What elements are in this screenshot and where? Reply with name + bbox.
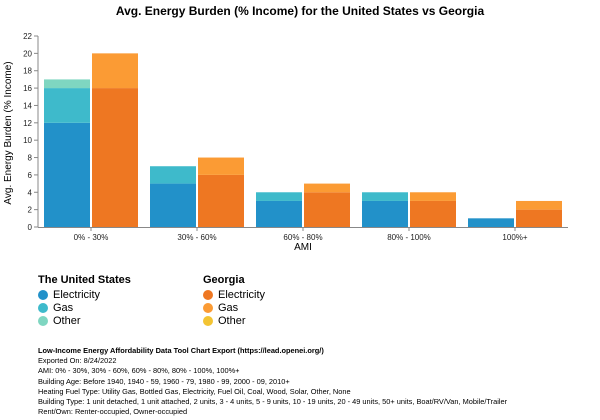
metadata-heating-fuel: Heating Fuel Type: Utility Gas, Bottled …: [38, 386, 351, 396]
bar-ga-electricity: Georgia Electricity 100%+: 2: [516, 209, 562, 227]
bar-us-electricity: The United States Electricity 30% - 60%:…: [150, 183, 196, 227]
bar-ga-electricity: Georgia Electricity 0% - 30%: 16: [92, 88, 138, 227]
legend-dot-icon: [203, 315, 213, 326]
metadata-building-type: Building Type: 1 unit detached, 1 unit a…: [38, 397, 508, 407]
legend-label: Electricity: [218, 288, 266, 301]
y-tick-label: 14: [23, 101, 32, 110]
bar-us-electricity: The United States Electricity 80% - 100%…: [362, 200, 408, 227]
export-metadata: Low-Income Energy Affordability Data Too…: [38, 346, 507, 417]
bar-us-gas: The United States Gas 80% - 100%: 1: [362, 192, 408, 201]
x-tick-label: 60% - 80%: [283, 233, 322, 242]
metadata-title: Low-Income Energy Affordability Data Too…: [38, 346, 324, 355]
legend-ga-title: Georgia: [203, 274, 245, 286]
legend-label: Other: [53, 314, 81, 327]
legend-label: Other: [218, 314, 246, 327]
legend-dot-icon: [38, 289, 48, 300]
energy-burden-chart: Avg. Energy Burden (% Income) for the Un…: [3, 4, 568, 253]
bar-ga-gas: Georgia Gas 100%+: 1: [516, 200, 562, 210]
legend-us: The United States Electricity Gas Other: [38, 274, 131, 327]
legend-us-other[interactable]: Other: [38, 314, 131, 327]
y-tick-label: 0: [28, 223, 33, 232]
y-tick-label: 8: [28, 154, 33, 163]
legend-dot-icon: [203, 302, 213, 313]
bar-us-gas: The United States Gas 60% - 80%: 1: [256, 192, 302, 201]
legend-label: Gas: [218, 301, 239, 314]
x-axis: 0% - 30% 30% - 60% 60% - 80% 80% - 100% 100%…: [38, 227, 568, 242]
y-tick-label: 20: [23, 49, 32, 58]
y-tick-label: 12: [23, 119, 32, 128]
legend-us-title: The United States: [38, 274, 131, 286]
metadata-exported-on: Exported On: 8/24/2022: [38, 356, 117, 366]
bar-us-other: The United States Other 0% - 30%: 1: [44, 79, 90, 89]
y-tick-label: 18: [23, 67, 32, 76]
bar-us-gas: The United States Gas 0% - 30%: 4: [44, 88, 90, 123]
bar-ga-electricity: Georgia Electricity 80% - 100%: 3: [410, 200, 456, 227]
x-tick-label: 100%+: [502, 233, 527, 242]
y-tick-label: 16: [23, 84, 32, 93]
bar-ga-gas: Georgia Gas 60% - 80%: 1: [304, 183, 350, 193]
legend-us-gas[interactable]: Gas: [38, 301, 131, 314]
x-tick-label: 30% - 60%: [177, 233, 216, 242]
x-tick-label: 0% - 30%: [74, 233, 109, 242]
bar-ga-electricity: Georgia Electricity 60% - 80%: 4: [304, 192, 350, 227]
legend-dot-icon: [203, 289, 213, 300]
bar-us-electricity: The United States Electricity 0% - 30%: …: [44, 122, 90, 227]
bar-ga-gas: Georgia Gas 80% - 100%: 1: [410, 192, 456, 201]
y-tick-label: 4: [28, 188, 33, 197]
legend-ga-gas[interactable]: Gas: [203, 301, 265, 314]
bars: The United States Electricity 0% - 30%: …: [44, 53, 562, 227]
metadata-rent-own: Rent/Own: Renter-occupied, Owner-occupie…: [38, 407, 188, 417]
legend-ga-other[interactable]: Other: [203, 314, 265, 327]
bar-ga-electricity: Georgia Electricity 30% - 60%: 6: [198, 174, 244, 227]
y-axis: 0 2 4 6 8 10 12 14 16 18 20 22: [23, 32, 39, 232]
legend-label: Gas: [53, 301, 74, 314]
legend-us-electricity[interactable]: Electricity: [38, 288, 131, 301]
y-tick-label: 6: [28, 171, 33, 180]
chart-title: Avg. Energy Burden (% Income) for the Un…: [116, 4, 485, 18]
bar-ga-gas: Georgia Gas 30% - 60%: 2: [198, 157, 244, 175]
y-tick-label: 22: [23, 32, 32, 41]
legend-dot-icon: [38, 315, 48, 326]
legend-ga-electricity[interactable]: Electricity: [203, 288, 265, 301]
legend-label: Electricity: [53, 288, 101, 301]
y-tick-label: 10: [23, 136, 32, 145]
x-axis-label: AMI: [294, 242, 312, 253]
legend-ga: Georgia Electricity Gas Other: [203, 274, 265, 327]
bar-ga-gas: Georgia Gas 0% - 30%: 4: [92, 53, 138, 89]
bar-us-gas: The United States Gas 30% - 60%: 2: [150, 166, 196, 184]
bar-us-electricity: The United States Electricity 100%+: 1: [468, 218, 514, 227]
y-axis-label: Avg. Energy Burden (% Income): [3, 61, 14, 204]
bar-us-electricity: The United States Electricity 60% - 80%:…: [256, 200, 302, 227]
metadata-building-age: Building Age: Before 1940, 1940 - 59, 19…: [38, 376, 290, 386]
legend-dot-icon: [38, 302, 48, 313]
metadata-ami: AMI: 0% - 30%, 30% - 60%, 60% - 80%, 80%…: [38, 366, 240, 376]
y-tick-label: 2: [28, 206, 33, 215]
x-tick-label: 80% - 100%: [387, 233, 431, 242]
